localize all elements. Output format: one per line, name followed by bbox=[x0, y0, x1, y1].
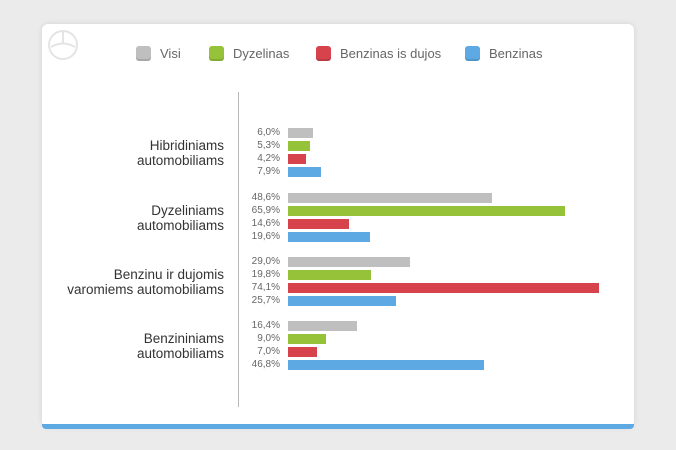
bar bbox=[288, 193, 492, 203]
data-label: 29,0% bbox=[251, 256, 280, 267]
data-label: 16,4% bbox=[251, 320, 280, 331]
bar bbox=[288, 154, 306, 164]
category-label-line: automobiliams bbox=[136, 153, 224, 168]
bar bbox=[288, 296, 396, 306]
data-label: 4,2% bbox=[257, 153, 280, 164]
category-label: Dyzeliniams automobiliams bbox=[44, 203, 224, 233]
legend-item: Dyzelinas bbox=[209, 43, 289, 63]
legend-label: Visi bbox=[160, 45, 181, 61]
legend-swatch bbox=[316, 45, 331, 61]
data-label: 48,6% bbox=[251, 192, 280, 203]
legend-item: Benzinas bbox=[465, 43, 542, 63]
category-label-line: Benzinu ir dujomis bbox=[113, 267, 224, 282]
bar bbox=[288, 321, 357, 331]
data-label: 19,8% bbox=[251, 269, 280, 280]
bar bbox=[288, 347, 317, 357]
bar bbox=[288, 360, 484, 370]
data-label: 9,0% bbox=[257, 333, 280, 344]
category-label-line: automobiliams bbox=[136, 346, 224, 361]
legend-item: Visi bbox=[136, 43, 181, 63]
bar bbox=[288, 128, 313, 138]
legend-item: Benzinas is dujos bbox=[316, 43, 441, 63]
bar bbox=[288, 167, 321, 177]
data-label: 7,0% bbox=[257, 346, 280, 357]
legend-label: Benzinas is dujos bbox=[340, 45, 442, 61]
bar bbox=[288, 232, 370, 242]
legend-swatch bbox=[209, 45, 224, 61]
legend-label: Dyzelinas bbox=[233, 45, 290, 61]
legend-label: Benzinas bbox=[489, 45, 543, 61]
logo-icon bbox=[48, 30, 78, 60]
data-label: 5,3% bbox=[257, 140, 280, 151]
data-label: 74,1% bbox=[251, 282, 280, 293]
bar bbox=[288, 206, 565, 216]
category-label: Hibridiniams automobiliams bbox=[44, 138, 224, 168]
category-label-line: Benzininiams bbox=[143, 331, 224, 346]
category-label-line: varomiems automobiliams bbox=[67, 282, 224, 297]
bar bbox=[288, 334, 326, 344]
category-label-line: Dyzeliniams bbox=[151, 203, 224, 218]
legend: Visi Dyzelinas Benzinas is dujos Benzinas bbox=[42, 24, 634, 80]
bar bbox=[288, 270, 371, 280]
legend-swatch bbox=[136, 45, 151, 61]
data-label: 14,6% bbox=[251, 218, 280, 229]
bar bbox=[288, 141, 310, 151]
data-label: 7,9% bbox=[257, 166, 280, 177]
category-label-line: automobiliams bbox=[136, 218, 224, 233]
legend-swatch bbox=[465, 45, 480, 61]
card-bottom-accent bbox=[42, 424, 634, 429]
data-label: 46,8% bbox=[251, 359, 280, 370]
category-label: Benzininiams automobiliams bbox=[44, 331, 224, 361]
bar bbox=[288, 283, 599, 293]
data-label: 19,6% bbox=[251, 231, 280, 242]
data-label: 6,0% bbox=[257, 127, 280, 138]
category-label-line: Hibridiniams bbox=[149, 138, 224, 153]
bar bbox=[288, 219, 349, 229]
data-label: 25,7% bbox=[251, 295, 280, 306]
data-label: 65,9% bbox=[251, 205, 280, 216]
bar bbox=[288, 257, 410, 267]
chart-card: Visi Dyzelinas Benzinas is dujos Benzinas H… bbox=[42, 24, 634, 427]
category-label: Benzinu ir dujomis varomiems automobiliam… bbox=[44, 267, 224, 297]
category-axis-line bbox=[238, 92, 239, 407]
